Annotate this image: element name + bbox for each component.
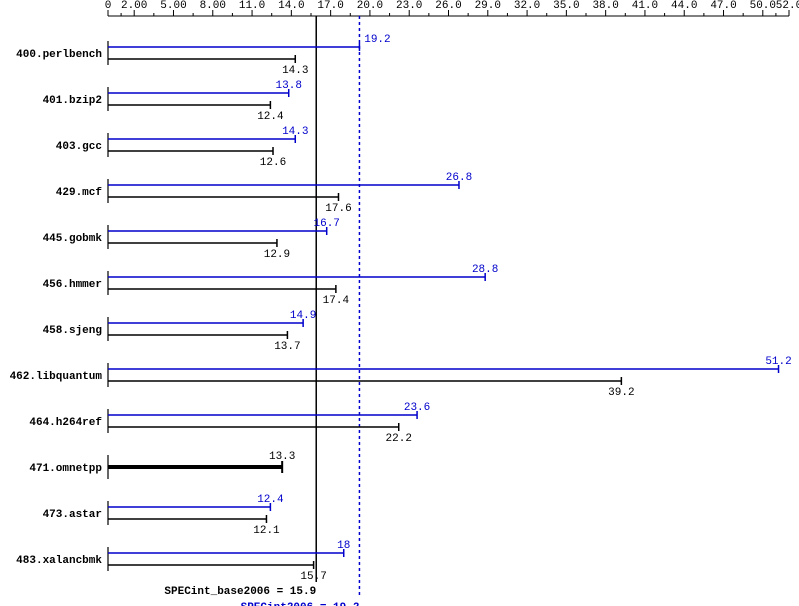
x-axis-tick-label: 0 <box>105 0 112 12</box>
benchmark-label: 458.sjeng <box>43 325 102 337</box>
footer-base-text: SPECint_base2006 = 15.9 <box>164 586 316 598</box>
x-axis-tick-label: 35.0 <box>553 0 579 12</box>
value-base: 12.4 <box>257 111 284 123</box>
footer-peak-text: SPECint2006 = 19.2 <box>241 602 360 606</box>
x-axis-tick-label: 17.0 <box>317 0 343 12</box>
benchmark-label: 471.omnetpp <box>29 463 102 475</box>
value-base: 12.6 <box>260 157 286 169</box>
value-peak: 28.8 <box>472 264 498 276</box>
benchmark-label: 400.perlbench <box>16 49 102 61</box>
value-peak: 14.9 <box>290 310 316 322</box>
x-axis-tick-label: 50.0 <box>750 0 776 12</box>
benchmark-label: 483.xalancbmk <box>16 555 102 567</box>
value-peak: 14.3 <box>282 126 308 138</box>
value-peak: 51.2 <box>765 356 791 368</box>
value-base: 13.7 <box>274 341 300 353</box>
x-axis-tick-label: 38.0 <box>592 0 618 12</box>
x-axis-tick-label: 8.00 <box>200 0 226 12</box>
x-axis-tick-label: 44.0 <box>671 0 697 12</box>
x-axis-tick-label: 2.00 <box>121 0 147 12</box>
x-axis-tick-label: 41.0 <box>632 0 658 12</box>
value-base: 22.2 <box>386 433 412 445</box>
value-peak: 23.6 <box>404 402 430 414</box>
x-axis-tick-label: 14.0 <box>278 0 304 12</box>
value-base: 39.2 <box>608 387 634 399</box>
x-axis-tick-label: 26.0 <box>435 0 461 12</box>
value-base: 12.1 <box>253 525 280 537</box>
x-axis-tick-label: 47.0 <box>710 0 736 12</box>
x-axis-tick-label: 52.0 <box>776 0 799 12</box>
value-peak: 19.2 <box>364 34 390 46</box>
value-base: 14.3 <box>282 65 308 77</box>
value-base: 17.6 <box>325 203 351 215</box>
value-peak: 26.8 <box>446 172 472 184</box>
benchmark-label: 403.gcc <box>56 141 102 153</box>
benchmark-label: 401.bzip2 <box>43 95 102 107</box>
value-peak: 18 <box>337 540 350 552</box>
value-single: 13.3 <box>269 451 295 463</box>
value-peak: 16.7 <box>314 218 340 230</box>
benchmark-label: 456.hmmer <box>43 279 102 291</box>
spec-chart: 0 2.00 5.00 8.00 11.0 14.0 17.0 20.0 23.0 26.0 29.… <box>0 0 799 606</box>
value-base: 12.9 <box>264 249 290 261</box>
x-axis-tick-label: 11.0 <box>239 0 265 12</box>
x-axis-tick-label: 29.0 <box>475 0 501 12</box>
x-axis-tick-label: 20.0 <box>357 0 383 12</box>
benchmark-label: 462.libquantum <box>10 371 103 383</box>
benchmark-label: 464.h264ref <box>29 417 102 429</box>
benchmark-label: 445.gobmk <box>43 233 103 245</box>
value-base: 15.7 <box>300 571 326 583</box>
value-peak: 12.4 <box>257 494 284 506</box>
value-base: 17.4 <box>323 295 350 307</box>
benchmark-label: 473.astar <box>43 509 102 521</box>
x-axis-tick-label: 32.0 <box>514 0 540 12</box>
benchmark-label: 429.mcf <box>56 187 103 199</box>
x-axis-tick-label: 23.0 <box>396 0 422 12</box>
x-axis-tick-label: 5.00 <box>160 0 186 12</box>
value-peak: 13.8 <box>276 80 302 92</box>
